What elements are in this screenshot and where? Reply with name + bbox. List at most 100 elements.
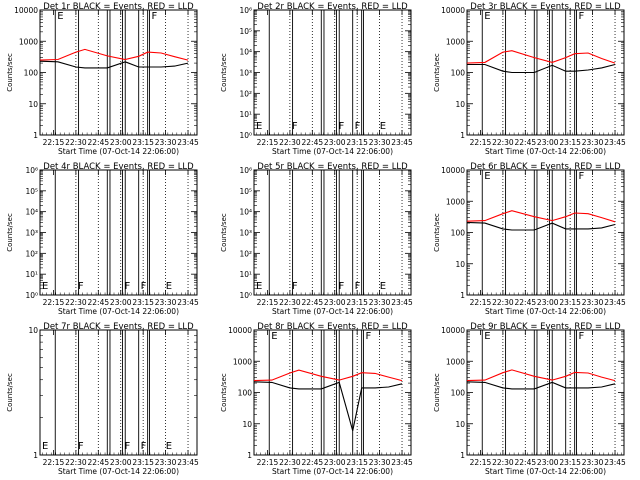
x-tick-label: 22:30: [279, 298, 301, 307]
series-line-events: [39, 60, 189, 69]
attenuator-marker: F: [339, 281, 345, 292]
y-tick-label: 10⁰: [25, 291, 38, 300]
x-tick-label: 23:15: [346, 138, 368, 147]
plot-frame: [253, 329, 412, 456]
y-tick-label: 1: [460, 451, 465, 460]
x-tick-label: 22:45: [515, 138, 537, 147]
y-tick-label: 10²: [239, 89, 252, 98]
x-tick-label: 22:30: [492, 458, 514, 467]
x-axis-label: Start Time (07-Oct-14 22:06:00): [485, 467, 606, 476]
x-tick-label: 22:45: [515, 458, 537, 467]
plot-frame: [466, 169, 625, 296]
series-line-events: [466, 381, 616, 390]
y-tick-label: 100: [24, 69, 39, 78]
x-tick-label: 23:30: [369, 458, 391, 467]
attenuator-marker: E: [166, 441, 172, 452]
x-tick-label: 23:15: [346, 298, 368, 307]
series-line-events: [466, 221, 616, 231]
attenuator-marker: F: [141, 441, 147, 452]
x-axis-label: Start Time (07-Oct-14 22:06:00): [58, 307, 179, 316]
x-tick-label: 23:30: [155, 298, 177, 307]
attenuator-marker: F: [578, 11, 584, 22]
attenuator-marker: E: [42, 281, 48, 292]
x-tick-label: 23:30: [369, 138, 391, 147]
x-tick-label: 23:15: [346, 458, 368, 467]
x-tick-label: 23:15: [559, 458, 581, 467]
y-tick-label: 1000: [233, 357, 252, 366]
y-axis-label: Counts/sec: [220, 213, 228, 252]
panel-title: Det 1r BLACK = Events, RED = LLD: [43, 2, 194, 12]
detector-panel: Det 5r BLACK = Events, RED = LLD Counts/s…: [220, 162, 413, 316]
x-tick-label: 22:15: [257, 458, 279, 467]
x-tick-label: 23:45: [177, 458, 199, 467]
x-tick-label: 22:30: [65, 298, 87, 307]
y-tick-label: 10⁵: [239, 187, 252, 196]
y-tick-label: 1000: [19, 37, 38, 46]
attenuator-marker: F: [125, 441, 131, 452]
series-line-lld: [39, 48, 189, 61]
detector-panel: Det 7r BLACK = Events, RED = LLD Counts/s…: [6, 322, 199, 476]
y-tick-label: 100: [451, 69, 466, 78]
attenuator-marker: F: [78, 441, 84, 452]
series-line-events: [467, 63, 616, 74]
panel-title: Det 4r BLACK = Events, RED = LLD: [43, 162, 194, 172]
x-tick-label: 23:30: [582, 138, 604, 147]
y-tick-label: 10⁴: [25, 208, 38, 217]
x-tick-label: 22:45: [515, 298, 537, 307]
y-tick-label: 10³: [239, 69, 252, 78]
attenuator-marker: F: [365, 331, 371, 342]
x-tick-label: 23:30: [582, 298, 604, 307]
x-tick-label: 23:00: [324, 298, 346, 307]
y-axis-label: Counts/sec: [6, 373, 14, 412]
y-tick-label: 10⁵: [25, 187, 38, 196]
attenuator-marker: F: [125, 281, 131, 292]
x-tick-label: 22:30: [492, 298, 514, 307]
x-tick-label: 22:15: [470, 138, 492, 147]
plot-frame: [466, 329, 625, 456]
panel-title: Det 7r BLACK = Events, RED = LLD: [43, 322, 194, 332]
detector-panel: Det 9r BLACK = Events, RED = LLD Counts/s…: [433, 322, 626, 476]
attenuator-marker: E: [380, 121, 386, 132]
x-tick-label: 22:15: [43, 298, 65, 307]
y-tick-label: 1: [33, 131, 38, 140]
x-tick-label: 23:30: [582, 458, 604, 467]
plot-frame: [253, 9, 412, 136]
attenuator-marker: F: [339, 121, 345, 132]
x-tick-label: 23:00: [537, 458, 559, 467]
x-tick-label: 23:45: [391, 138, 413, 147]
attenuator-marker: F: [578, 331, 584, 342]
x-tick-label: 22:30: [65, 458, 87, 467]
x-tick-label: 22:15: [43, 138, 65, 147]
x-tick-label: 23:15: [132, 458, 154, 467]
x-tick-label: 22:15: [257, 138, 279, 147]
y-tick-label: 10: [455, 260, 465, 269]
y-tick-label: 10⁶: [239, 6, 252, 15]
y-tick-label: 10000: [228, 326, 252, 335]
x-tick-label: 22:45: [302, 138, 324, 147]
y-tick-label: 10¹: [25, 270, 38, 279]
series-line-lld: [253, 369, 403, 382]
x-tick-label: 22:30: [279, 458, 301, 467]
y-tick-label: 10: [455, 100, 465, 109]
panel-title: Det 9r BLACK = Events, RED = LLD: [470, 322, 621, 332]
attenuator-marker: E: [484, 331, 490, 342]
y-tick-label: 100: [451, 389, 466, 398]
x-tick-label: 23:45: [604, 138, 626, 147]
y-tick-label: 10: [242, 420, 252, 429]
x-tick-label: 22:30: [492, 138, 514, 147]
attenuator-marker: E: [271, 331, 277, 342]
attenuator-marker: F: [292, 121, 298, 132]
x-tick-label: 22:45: [88, 458, 110, 467]
detector-panel: Det 4r BLACK = Events, RED = LLD Counts/s…: [6, 162, 199, 316]
series-line-events: [253, 381, 403, 431]
x-tick-label: 22:45: [302, 458, 324, 467]
detector-panel: Det 3r BLACK = Events, RED = LLD Counts/s…: [433, 2, 626, 156]
panel-title: Det 8r BLACK = Events, RED = LLD: [257, 322, 408, 332]
y-tick-label: 10⁵: [239, 27, 252, 36]
x-tick-label: 23:00: [537, 138, 559, 147]
attenuator-marker: F: [78, 281, 84, 292]
x-tick-label: 22:45: [88, 298, 110, 307]
attenuator-marker: E: [256, 281, 262, 292]
panel-title: Det 6r BLACK = Events, RED = LLD: [470, 162, 621, 172]
